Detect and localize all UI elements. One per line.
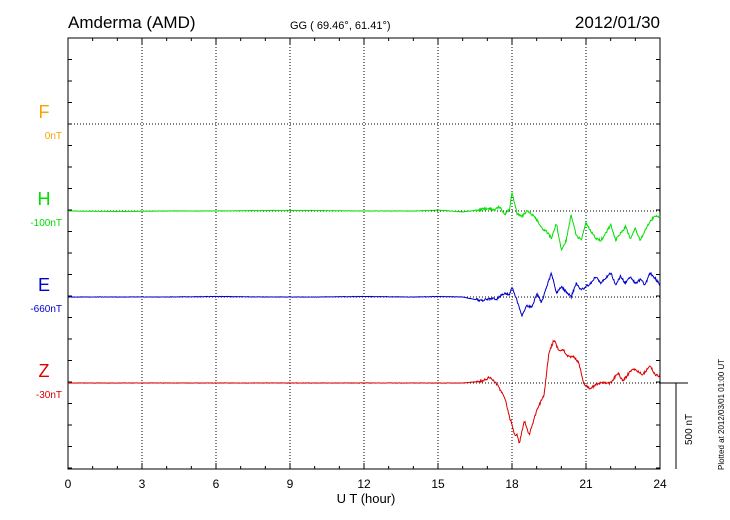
x-tick-label: 9 bbox=[287, 477, 294, 491]
series-z-name: Z bbox=[39, 361, 50, 381]
date-label: 2012/01/30 bbox=[575, 13, 660, 32]
x-tick-label: 0 bbox=[65, 477, 72, 491]
series-e-line bbox=[67, 271, 661, 317]
x-tick-label: 15 bbox=[431, 477, 445, 491]
series-e-name: E bbox=[38, 275, 50, 295]
x-tick-label: 3 bbox=[139, 477, 146, 491]
plotted-timestamp: Plotted at 2012/03/01 01:00 UT bbox=[717, 359, 726, 470]
grid bbox=[68, 38, 660, 469]
series-f-name: F bbox=[39, 102, 50, 122]
series-f-baseline: 0nT bbox=[45, 131, 62, 142]
series-h-line bbox=[67, 192, 661, 252]
x-tick-label: 21 bbox=[579, 477, 593, 491]
x-tick-label: 24 bbox=[653, 477, 667, 491]
station-title: Amderma (AMD) bbox=[68, 13, 196, 32]
station-coordinates: GG ( 69.46°, 61.41°) bbox=[290, 20, 391, 32]
channel-labels: F 0nT H -100nT E -660nT Z -30nT bbox=[30, 102, 62, 401]
scale-bar: 500 nT bbox=[660, 382, 695, 469]
series-z-baseline: -30nT bbox=[36, 390, 62, 401]
x-axis-label: U T (hour) bbox=[337, 491, 396, 506]
series-h-name: H bbox=[38, 189, 51, 209]
x-tick-label: 12 bbox=[357, 477, 371, 491]
x-tick-label: 18 bbox=[505, 477, 519, 491]
series-z-line bbox=[67, 339, 661, 444]
x-tick-label: 6 bbox=[213, 477, 220, 491]
series-h-baseline: -100nT bbox=[30, 218, 62, 229]
scale-bar-label: 500 nT bbox=[684, 414, 695, 445]
series-layer bbox=[67, 192, 661, 444]
series-e-baseline: -660nT bbox=[30, 304, 62, 315]
x-axis-ticks: 0 3 6 9 12 15 18 21 24 bbox=[65, 37, 667, 491]
